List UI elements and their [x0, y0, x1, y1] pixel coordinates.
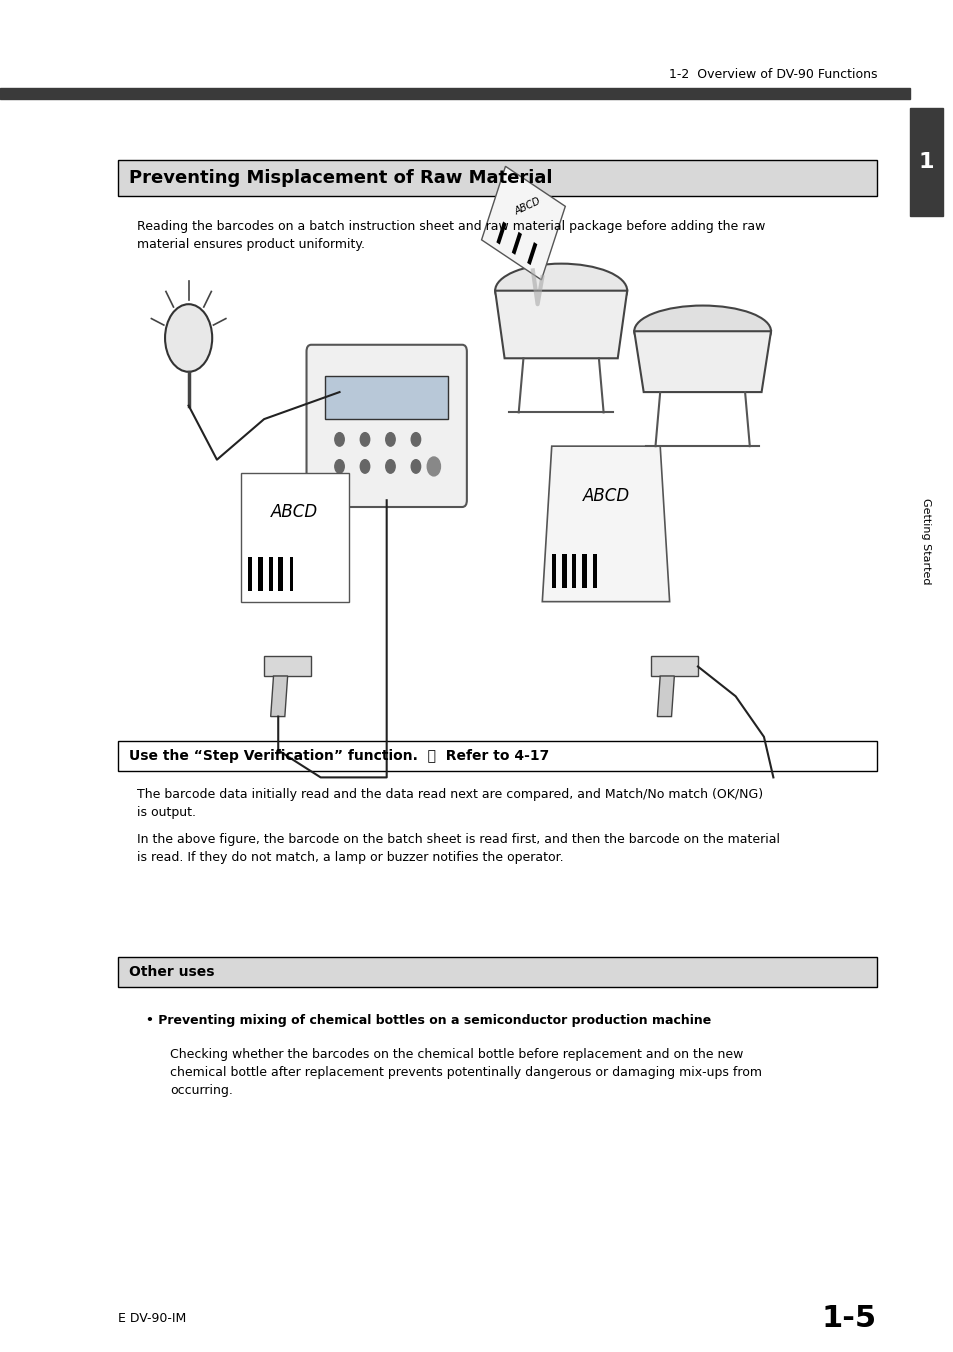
- Circle shape: [360, 433, 370, 446]
- Polygon shape: [495, 291, 626, 358]
- Bar: [0, 88, 909, 99]
- Text: Getting Started: Getting Started: [921, 498, 930, 584]
- Polygon shape: [527, 242, 537, 265]
- Text: • Preventing mixing of chemical bottles on a semiconductor production machine: • Preventing mixing of chemical bottles …: [146, 1014, 711, 1028]
- Bar: [258, 557, 263, 591]
- Bar: [581, 554, 586, 588]
- Bar: [269, 557, 273, 591]
- Circle shape: [385, 460, 395, 473]
- Bar: [240, 473, 349, 602]
- Circle shape: [335, 433, 344, 446]
- Bar: [561, 554, 566, 588]
- Bar: [593, 554, 597, 588]
- Text: ABCD: ABCD: [271, 503, 318, 521]
- Bar: [278, 557, 283, 591]
- Text: In the above figure, the barcode on the batch sheet is read first, and then the : In the above figure, the barcode on the …: [136, 833, 779, 864]
- Text: The barcode data initially read and the data read next are compared, and Match/N: The barcode data initially read and the …: [136, 788, 762, 819]
- Bar: [290, 557, 293, 591]
- Text: 1-5: 1-5: [821, 1303, 876, 1333]
- Bar: [325, 376, 448, 419]
- Polygon shape: [657, 676, 674, 717]
- Bar: [118, 741, 876, 771]
- FancyBboxPatch shape: [306, 345, 466, 507]
- Text: Preventing Misplacement of Raw Material: Preventing Misplacement of Raw Material: [129, 169, 552, 187]
- Circle shape: [360, 460, 370, 473]
- Text: E DV-90-IM: E DV-90-IM: [118, 1311, 186, 1325]
- Polygon shape: [511, 231, 521, 256]
- Text: Use the “Step Verification” function.  ⓕ  Refer to 4-17: Use the “Step Verification” function. ⓕ …: [129, 749, 549, 763]
- Polygon shape: [481, 166, 565, 280]
- Circle shape: [411, 433, 420, 446]
- Polygon shape: [634, 331, 770, 392]
- Circle shape: [335, 460, 344, 473]
- Bar: [909, 108, 943, 216]
- Polygon shape: [541, 446, 669, 602]
- Bar: [264, 656, 311, 676]
- Circle shape: [385, 433, 395, 446]
- Bar: [572, 554, 576, 588]
- Text: Reading the barcodes on a batch instruction sheet and raw material package befor: Reading the barcodes on a batch instruct…: [136, 220, 764, 251]
- Text: Other uses: Other uses: [129, 965, 214, 979]
- Polygon shape: [496, 222, 506, 245]
- Bar: [118, 160, 876, 196]
- Text: ABCD: ABCD: [581, 487, 629, 504]
- Text: ABCD: ABCD: [513, 196, 542, 218]
- Bar: [650, 656, 698, 676]
- Text: 1: 1: [918, 153, 933, 172]
- Text: Checking whether the barcodes on the chemical bottle before replacement and on t: Checking whether the barcodes on the che…: [170, 1048, 760, 1096]
- Bar: [118, 957, 876, 987]
- Ellipse shape: [495, 264, 626, 318]
- Text: 1-2  Overview of DV-90 Functions: 1-2 Overview of DV-90 Functions: [668, 68, 876, 81]
- Ellipse shape: [634, 306, 770, 357]
- Polygon shape: [271, 676, 288, 717]
- Circle shape: [411, 460, 420, 473]
- Bar: [248, 557, 252, 591]
- Circle shape: [427, 457, 440, 476]
- Bar: [551, 554, 555, 588]
- Circle shape: [165, 304, 212, 372]
